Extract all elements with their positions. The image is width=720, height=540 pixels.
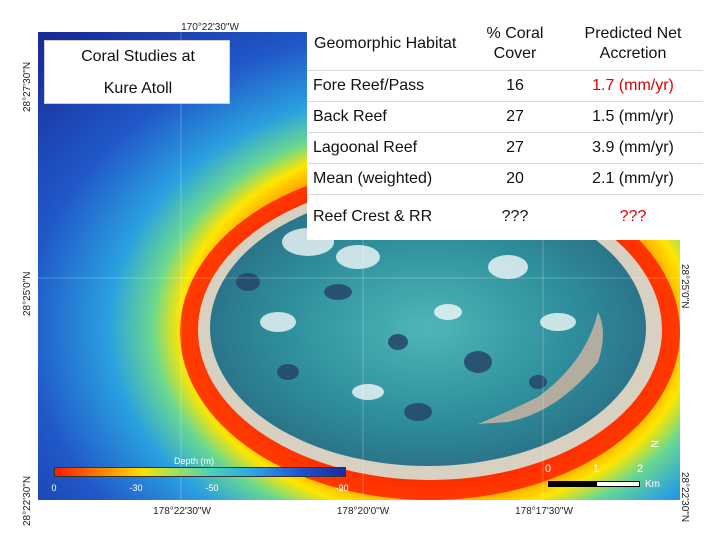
table-header-row: Geomorphic Habitat % Coral Cover Predict… [307, 18, 703, 70]
coord-bottom-2: 178°20'0"W [336, 506, 390, 517]
row-cover: ??? [467, 193, 563, 240]
row-accretion: 2.1 (mm/yr) [563, 162, 703, 194]
table-row: Back Reef 27 1.5 (mm/yr) [307, 100, 703, 132]
row-habitat: Back Reef [307, 100, 467, 132]
title-box: Coral Studies at Kure Atoll [44, 40, 230, 104]
row-accretion: 3.9 (mm/yr) [563, 131, 703, 163]
row-cover: 16 [467, 69, 563, 101]
scale-unit: Km [645, 479, 660, 490]
title-line-1: Coral Studies at [81, 48, 195, 65]
scale-number: 0 [544, 463, 552, 475]
coord-left-1: 28°27'30"N [22, 61, 33, 112]
row-cover: 20 [467, 162, 563, 194]
coord-left-2: 28°25'0"N [22, 271, 33, 317]
row-cover: 27 [467, 131, 563, 163]
coord-left-3: 28°22'30"N [22, 475, 33, 526]
coord-top: 170°22'30"W [181, 22, 239, 33]
header-habitat: Geomorphic Habitat [314, 34, 457, 52]
scale-number: 1 [592, 463, 600, 475]
row-habitat: Fore Reef/Pass [307, 69, 467, 101]
table-row: Reef Crest & RR ??? ??? [307, 193, 703, 240]
north-arrow-icon: N [647, 440, 660, 448]
scale-bar-segment [596, 481, 640, 487]
title-line-2: Kure Atoll [103, 80, 173, 97]
header-cover: % Coral Cover [486, 24, 544, 62]
depth-tick: -90 [335, 483, 349, 493]
row-accretion: 1.7 (mm/yr) [563, 69, 703, 101]
habitat-table: Geomorphic Habitat % Coral Cover Predict… [307, 18, 703, 240]
table-row: Fore Reef/Pass 16 1.7 (mm/yr) [307, 69, 703, 101]
depth-legend-title: Depth (m) [174, 456, 215, 466]
coord-bottom-1: 178°22'30"W [153, 506, 211, 517]
row-cover: 27 [467, 100, 563, 132]
header-accretion: Predicted Net Accretion [584, 24, 682, 62]
row-habitat: Mean (weighted) [307, 162, 467, 194]
depth-tick: 0 [51, 483, 57, 493]
depth-tick: -30 [129, 483, 143, 493]
depth-tick: -50 [205, 483, 219, 493]
table-row: Mean (weighted) 20 2.1 (mm/yr) [307, 162, 703, 194]
coord-bottom-3: 178°17'30"W [515, 506, 573, 517]
row-accretion: 1.5 (mm/yr) [563, 100, 703, 132]
coord-right-1: 28°25'0"N [679, 264, 690, 309]
row-habitat: Reef Crest & RR [307, 193, 467, 240]
table-row: Lagoonal Reef 27 3.9 (mm/yr) [307, 131, 703, 163]
scale-number: 2 [636, 463, 644, 475]
coord-right-2: 28°22'30"N [679, 472, 690, 523]
scale-bar-segment [548, 481, 596, 487]
row-accretion: ??? [563, 193, 703, 240]
row-habitat: Lagoonal Reef [307, 131, 467, 163]
depth-color-ramp [54, 467, 346, 477]
